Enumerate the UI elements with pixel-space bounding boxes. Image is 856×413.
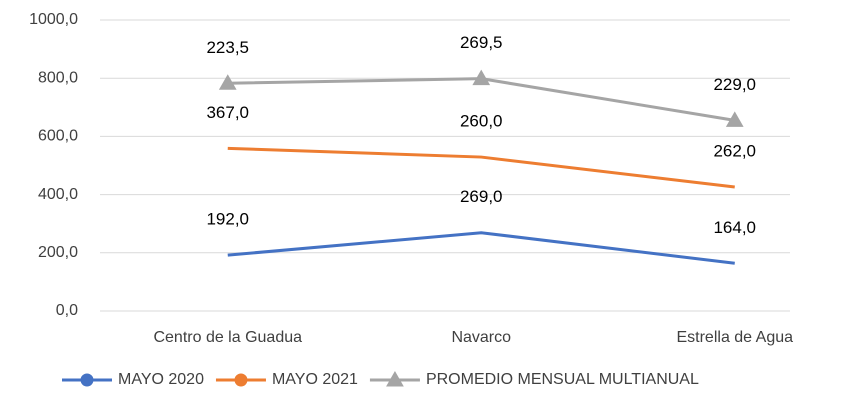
point-marker (472, 69, 491, 86)
data-label: 367,0 (206, 103, 249, 122)
data-label: 192,0 (206, 210, 249, 229)
y-tick-label: 800,0 (38, 69, 78, 86)
data-label: 229,0 (713, 75, 756, 94)
x-tick-label: Centro de la Guadua (153, 329, 302, 346)
legend-label: MAYO 2020 (118, 371, 204, 388)
series-line (227, 146, 735, 189)
x-tick-label: Estrella de Agua (676, 329, 793, 346)
y-tick-label: 400,0 (38, 186, 78, 203)
y-tick-label: 1000,0 (29, 11, 78, 28)
legend-label: PROMEDIO MENSUAL MULTIANUAL (426, 371, 699, 388)
y-tick-label: 200,0 (38, 244, 78, 261)
series-line (227, 231, 735, 265)
point-marker (725, 111, 744, 127)
y-tick-label: 600,0 (38, 128, 78, 145)
x-tick-label: Navarco (451, 329, 511, 346)
data-label: 269,5 (460, 33, 503, 52)
legend-marker (386, 370, 404, 387)
legend-label: MAYO 2021 (272, 371, 358, 388)
data-label: 269,0 (460, 187, 503, 206)
legend-marker (234, 373, 248, 387)
data-label: 223,5 (206, 38, 249, 57)
point-marker (218, 74, 237, 90)
data-label: 262,0 (713, 142, 756, 161)
data-label: 260,0 (460, 112, 503, 131)
legend-marker (80, 373, 94, 387)
data-label: 164,0 (713, 218, 756, 237)
y-tick-label: 0,0 (56, 302, 78, 319)
